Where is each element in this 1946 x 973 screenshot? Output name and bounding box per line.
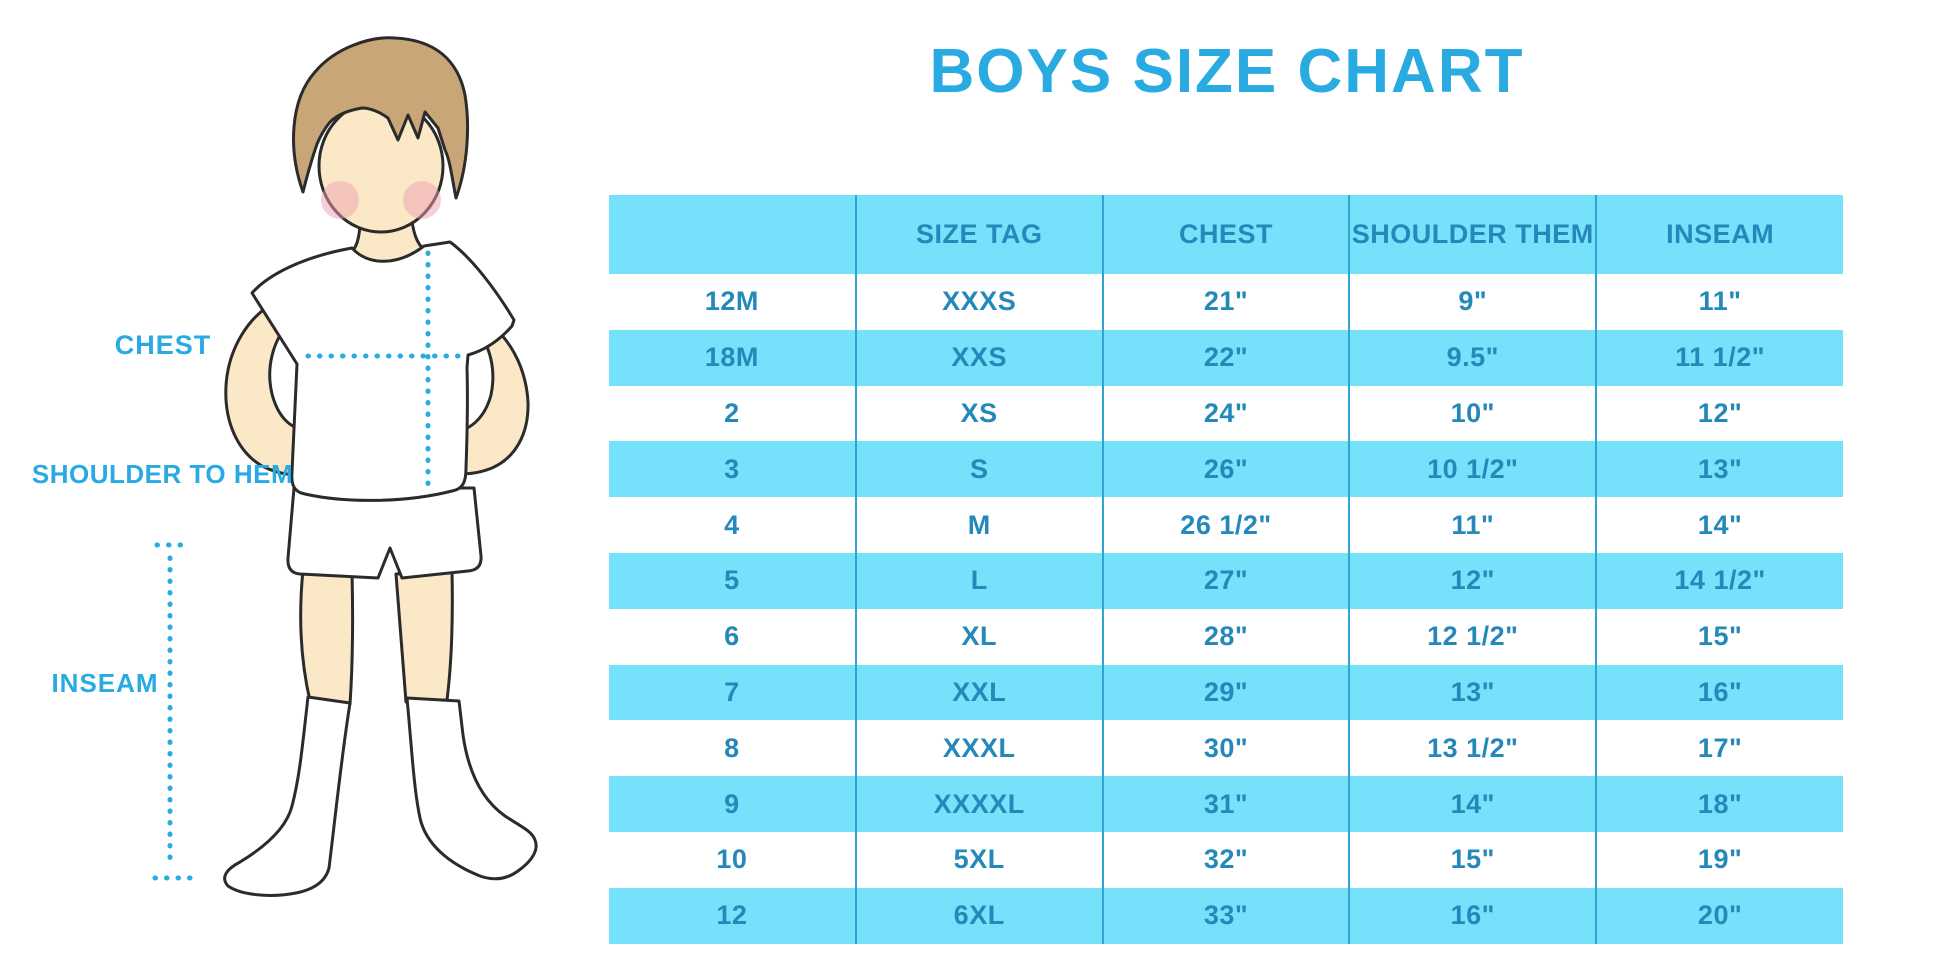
table-cell: 20"	[1595, 887, 1843, 944]
table-cell: 26"	[1101, 441, 1350, 498]
table-cell: 28"	[1101, 608, 1350, 665]
table-cell: XS	[854, 385, 1103, 442]
table-cell: 11 1/2"	[1595, 329, 1843, 386]
table-cell: XXXS	[854, 274, 1103, 330]
left-sock	[223, 695, 352, 897]
table-row: 6 XL 28" 12 1/2" 15"	[609, 608, 1843, 665]
right-cheek	[403, 181, 441, 219]
table-cell: XXXXL	[854, 776, 1103, 832]
table-cell: 22"	[1101, 329, 1350, 386]
table-row: 5 L 27" 12" 14 1/2"	[609, 552, 1843, 609]
table-cell: 10 1/2"	[1348, 441, 1597, 498]
table-cell: 16"	[1348, 887, 1597, 944]
table-cell: 12"	[1348, 552, 1597, 609]
table-cell: 14"	[1595, 497, 1843, 553]
table-cell: XXXL	[854, 720, 1103, 777]
table-cell: 11"	[1348, 497, 1597, 553]
table-cell: 12	[609, 887, 856, 944]
table-cell: 12M	[704, 286, 759, 317]
table-cell: 13"	[1595, 441, 1843, 498]
table-cell: 6XL	[854, 887, 1103, 944]
table-cell: 15"	[1348, 831, 1597, 888]
table-cell: 14 1/2"	[1595, 552, 1843, 609]
boy-hair	[292, 36, 470, 200]
boy-shorts	[286, 486, 483, 580]
left-cheek	[321, 181, 359, 219]
table-cell: 21"	[1101, 274, 1350, 330]
table-cell: XXS	[854, 329, 1103, 386]
page-title: BOYS SIZE CHART	[929, 37, 1525, 106]
table-cell: 15"	[1595, 608, 1843, 665]
table-cell: 8	[724, 732, 740, 763]
size-table-head-row: SIZE TAG CHEST SHOULDER THEM INSEAM	[609, 195, 1843, 274]
boy-illustration	[152, 36, 538, 897]
table-cell: 16"	[1595, 664, 1843, 721]
table-cell: XL	[854, 608, 1103, 665]
column-header: SIZE TAG	[854, 195, 1103, 274]
table-row: 12 6XL 33" 16" 20"	[609, 887, 1843, 944]
table-cell: 9.5"	[1348, 329, 1597, 386]
column-header: CHEST	[1101, 195, 1350, 274]
chest-measure-label: CHEST	[114, 330, 212, 360]
table-cell: 2	[724, 397, 740, 428]
table-cell: 9	[609, 776, 856, 832]
column-header: INSEAM	[1595, 195, 1843, 274]
table-cell: 30"	[1101, 720, 1350, 777]
table-cell: 6	[724, 621, 740, 652]
table-cell: 10"	[1348, 385, 1597, 442]
size-table-body: 12M XXXS 21" 9" 11" 18M XXS 22" 9.5" 11 1/2" 2 XS 24…	[609, 274, 1843, 944]
boy-legs	[223, 568, 538, 897]
table-cell: 19"	[1595, 831, 1843, 888]
table-cell: 27"	[1101, 552, 1350, 609]
table-cell: 26 1/2"	[1101, 497, 1350, 553]
table-cell: 14"	[1348, 776, 1597, 832]
table-cell: 5XL	[854, 831, 1103, 888]
table-cell: 18M	[609, 329, 856, 386]
table-row: 8 XXXL 30" 13 1/2" 17"	[609, 720, 1843, 777]
table-row: 9 XXXXL 31" 14" 18"	[609, 776, 1843, 832]
table-cell: 12 1/2"	[1348, 608, 1597, 665]
boy-arms	[224, 298, 530, 477]
size-table: SIZE TAG CHEST SHOULDER THEM INSEAM 12M XXXS…	[609, 195, 1843, 944]
table-cell: 32"	[1101, 831, 1350, 888]
table-cell: 4	[724, 509, 740, 540]
right-sock	[405, 696, 538, 881]
table-cell: 13 1/2"	[1348, 720, 1597, 777]
table-row: 12M XXXS 21" 9" 11"	[609, 274, 1843, 330]
table-cell: 18"	[1595, 776, 1843, 832]
table-cell: M	[854, 497, 1103, 553]
inseam-measure-label: INSEAM	[51, 668, 159, 698]
table-cell: XXL	[854, 664, 1103, 721]
table-row: 3 S 26" 10 1/2" 13"	[609, 441, 1843, 498]
table-cell: 29"	[1101, 664, 1350, 721]
table-cell: 17"	[1595, 720, 1843, 777]
table-cell: 12"	[1595, 385, 1843, 442]
table-cell: 9"	[1348, 274, 1597, 330]
table-cell: 5	[609, 552, 856, 609]
table-row: 18M XXS 22" 9.5" 11 1/2"	[609, 329, 1843, 386]
boy-shirt	[250, 240, 516, 502]
table-row: 7 XXL 29" 13" 16"	[609, 664, 1843, 721]
column-header	[609, 195, 856, 274]
table-cell: 24"	[1101, 385, 1350, 442]
table-cell: L	[854, 552, 1103, 609]
table-row: 4 M 26 1/2" 11" 14"	[609, 497, 1843, 553]
table-cell: 31"	[1101, 776, 1350, 832]
table-cell: 10	[716, 844, 748, 875]
inseam-guide-line	[152, 542, 195, 881]
shoulder-to-hem-measure-label: SHOULDER TO HEM	[31, 459, 294, 489]
column-header: SHOULDER THEM	[1348, 195, 1597, 274]
table-row: 2 XS 24" 10" 12"	[609, 385, 1843, 442]
table-cell: 13"	[1348, 664, 1597, 721]
table-cell: S	[854, 441, 1103, 498]
table-cell: 11"	[1595, 274, 1843, 330]
table-row: 10 5XL 32" 15" 19"	[609, 831, 1843, 888]
table-cell: 7	[609, 664, 856, 721]
table-cell: 33"	[1101, 887, 1350, 944]
table-cell: 3	[609, 441, 856, 498]
